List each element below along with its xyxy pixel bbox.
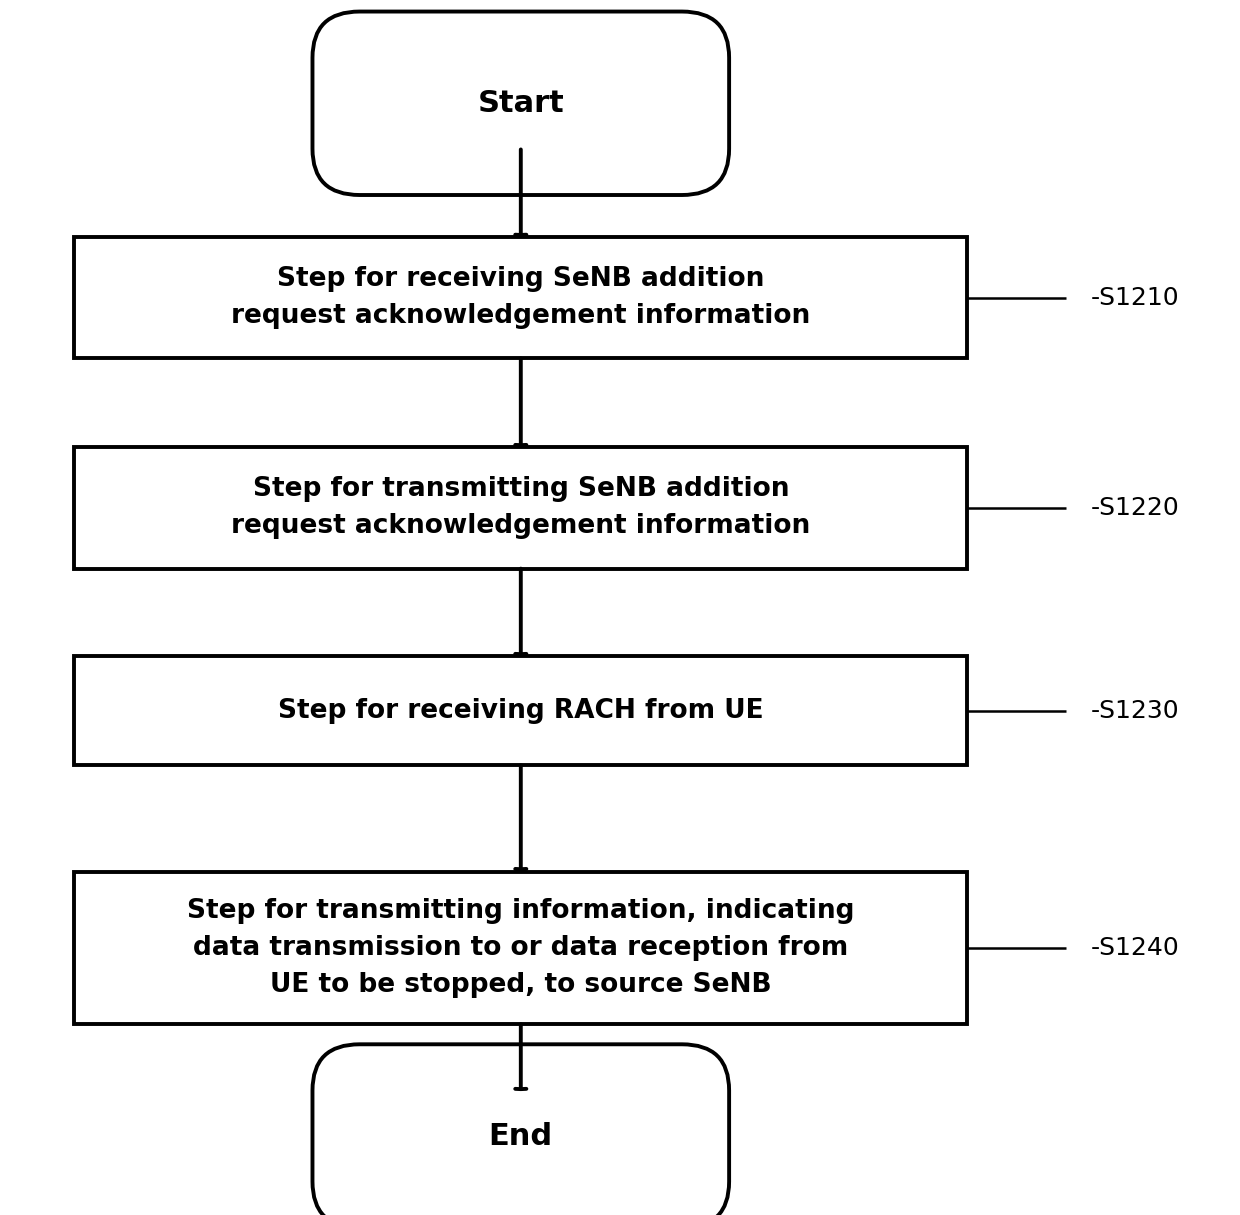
Text: Step for transmitting SeNB addition
request acknowledgement information: Step for transmitting SeNB addition requ… xyxy=(231,476,811,539)
Text: Step for transmitting information, indicating
data transmission to or data recep: Step for transmitting information, indic… xyxy=(187,898,854,998)
FancyBboxPatch shape xyxy=(74,447,967,569)
Text: Step for receiving SeNB addition
request acknowledgement information: Step for receiving SeNB addition request… xyxy=(231,266,811,329)
FancyBboxPatch shape xyxy=(74,872,967,1023)
FancyBboxPatch shape xyxy=(312,12,729,194)
Text: Start: Start xyxy=(477,89,564,118)
Text: -S1220: -S1220 xyxy=(1091,496,1180,520)
FancyBboxPatch shape xyxy=(74,656,967,765)
Text: -S1210: -S1210 xyxy=(1091,286,1179,310)
FancyBboxPatch shape xyxy=(312,1044,729,1215)
Text: -S1230: -S1230 xyxy=(1091,699,1179,723)
Text: End: End xyxy=(489,1121,553,1151)
FancyBboxPatch shape xyxy=(74,237,967,358)
Text: -S1240: -S1240 xyxy=(1091,936,1180,960)
Text: Step for receiving RACH from UE: Step for receiving RACH from UE xyxy=(278,697,764,724)
